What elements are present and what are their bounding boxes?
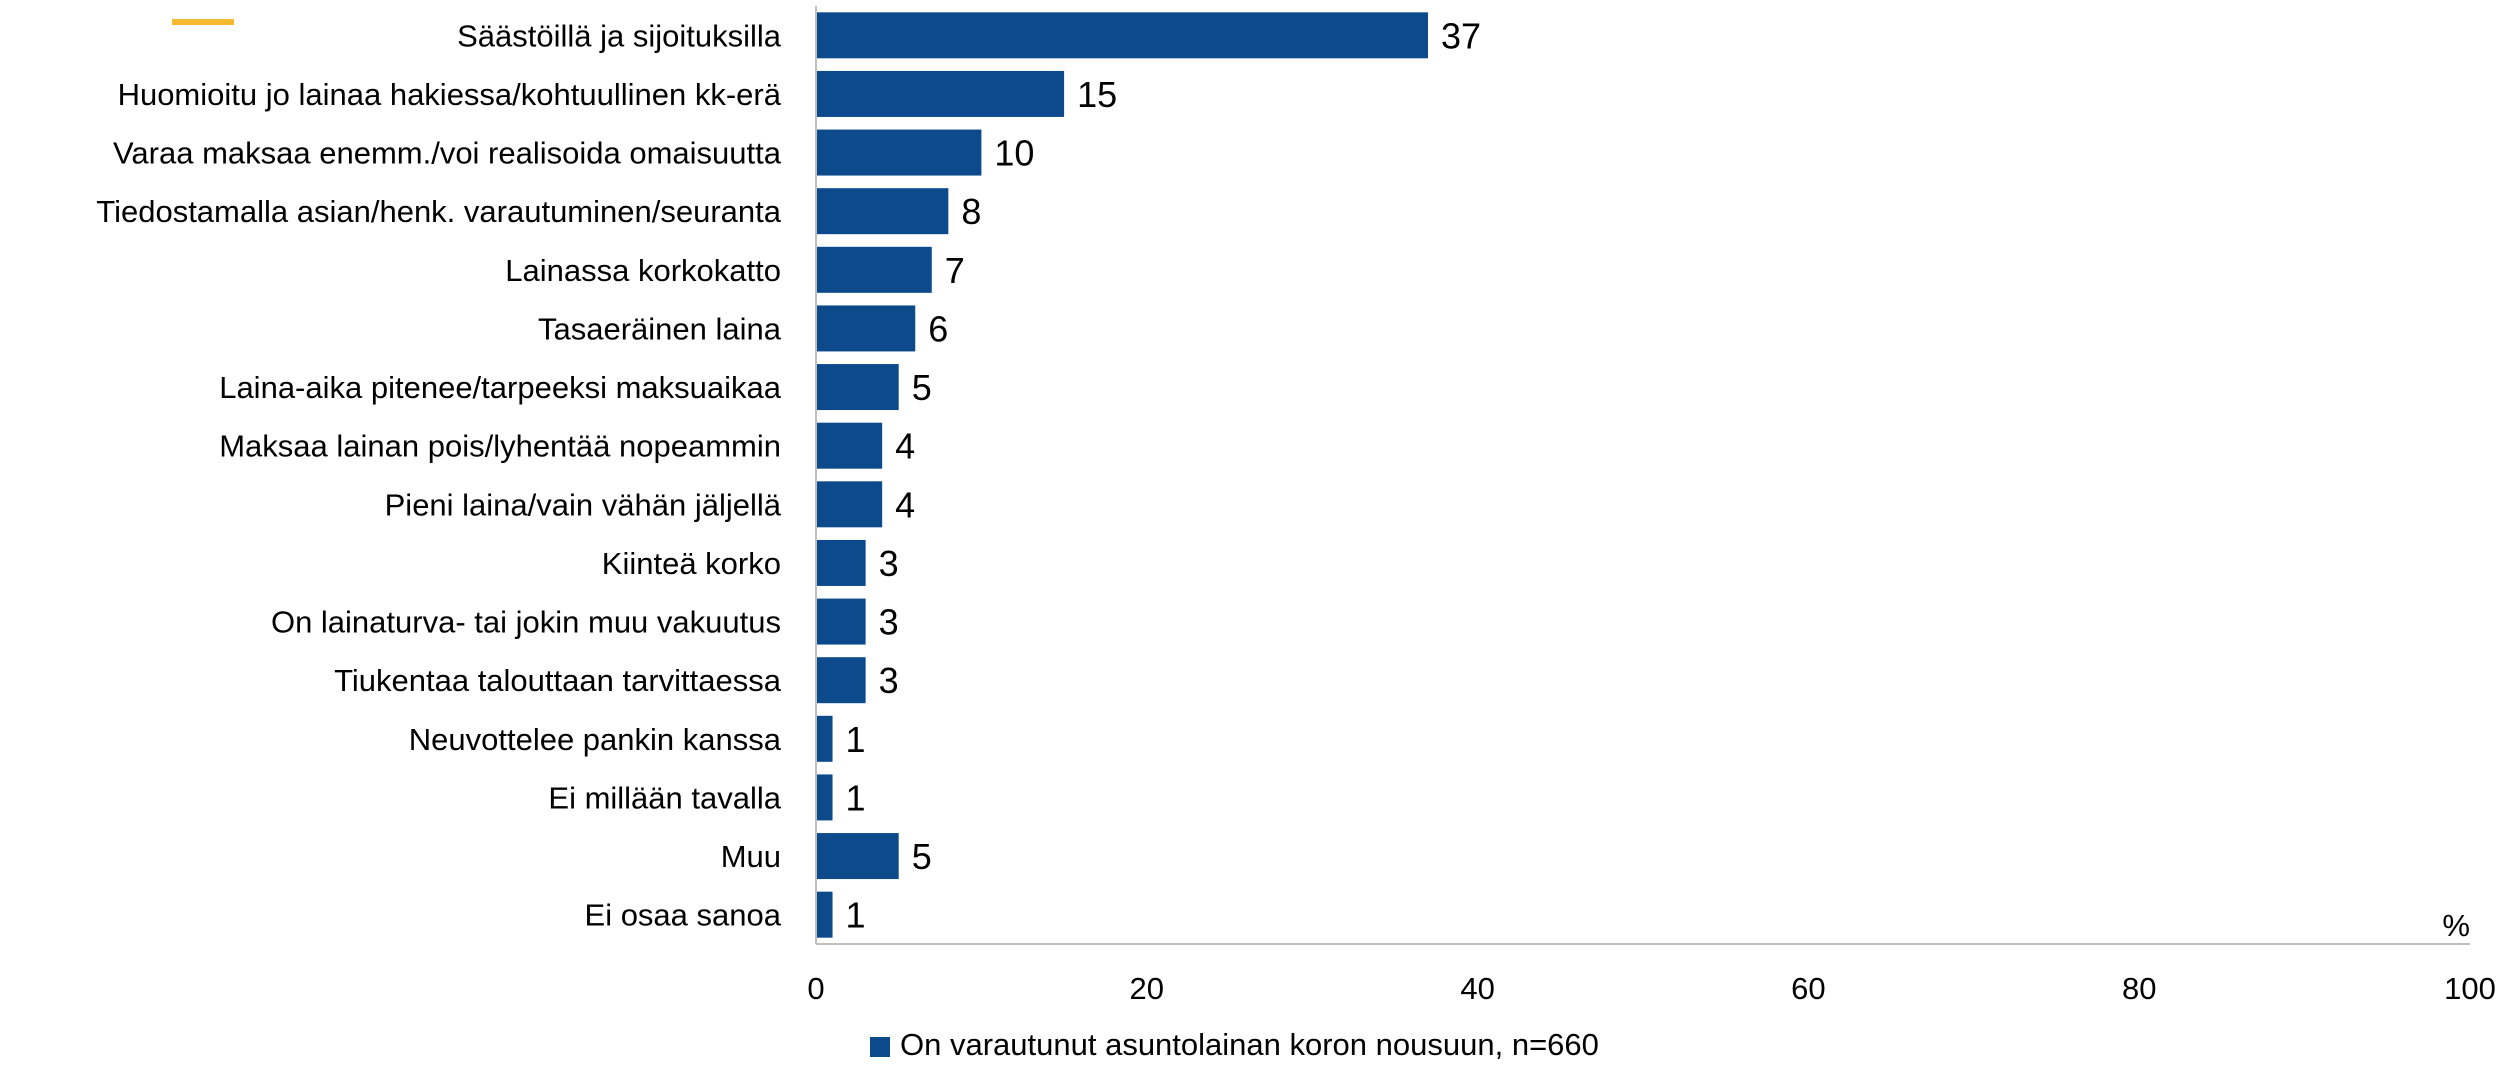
bar	[816, 774, 833, 821]
data-label: 6	[928, 308, 948, 349]
data-label: 1	[846, 777, 866, 818]
data-label: 5	[912, 367, 932, 408]
x-tick-label: 60	[1791, 971, 1825, 1006]
data-label: 3	[879, 660, 899, 701]
legend: On varautunut asuntolainan koron nousuun…	[870, 1027, 1599, 1062]
data-label: 10	[994, 133, 1034, 174]
x-tick-label: 0	[807, 971, 824, 1006]
data-label: 3	[879, 602, 899, 643]
category-label: Tasaeräinen laina	[538, 311, 782, 346]
category-label: Tiedostamalla asian/henk. varautuminen/s…	[96, 194, 781, 229]
bar	[816, 188, 949, 235]
data-label: 4	[895, 426, 915, 467]
x-tick-label: 80	[2122, 971, 2156, 1006]
data-label: 5	[912, 836, 932, 877]
data-label: 1	[846, 719, 866, 760]
bar	[816, 715, 833, 762]
bar	[816, 129, 982, 176]
category-label: Huomioitu jo lainaa hakiessa/kohtuulline…	[118, 77, 782, 112]
category-label: Ei osaa sanoa	[585, 898, 782, 933]
data-label: 1	[846, 895, 866, 936]
data-label: 37	[1441, 15, 1481, 56]
bar	[816, 598, 866, 645]
category-label: Maksaa lainan pois/lyhentää nopeammin	[219, 429, 781, 464]
bar	[816, 833, 899, 880]
category-label: Kiinteä korko	[602, 546, 781, 581]
data-label: 7	[945, 250, 965, 291]
x-tick-label: 100	[2444, 971, 2496, 1006]
bars-group	[816, 12, 1428, 938]
decorative-accent-line	[172, 19, 234, 25]
bar	[816, 70, 1065, 117]
category-labels: Säästöillä ja sijoituksilla Huomioitu jo …	[96, 18, 781, 932]
axes: 0 20 40 60 80 100%	[807, 6, 2496, 1006]
category-label: Tiukentaa talouttaan tarvittaessa	[334, 663, 782, 698]
category-label: On lainaturva- tai jokin muu vakuutus	[271, 605, 781, 640]
data-label: 15	[1077, 74, 1117, 115]
bar	[816, 481, 883, 528]
bar	[816, 305, 916, 352]
legend-label: On varautunut asuntolainan koron nousuun…	[900, 1027, 1599, 1062]
category-label: Muu	[721, 839, 781, 874]
bar	[816, 891, 833, 938]
legend-swatch	[870, 1037, 890, 1057]
bar	[816, 539, 866, 586]
x-tick-label: 40	[1460, 971, 1494, 1006]
bar	[816, 657, 866, 704]
bar	[816, 12, 1428, 59]
category-label: Ei millään tavalla	[548, 780, 781, 815]
x-axis-unit: %	[2442, 908, 2470, 943]
bar	[816, 422, 883, 469]
category-label: Lainassa korkokatto	[505, 253, 781, 288]
data-label: 4	[895, 484, 915, 525]
category-label: Varaa maksaa enemm./voi realisoida omais…	[113, 136, 782, 171]
x-tick-label: 20	[1130, 971, 1164, 1006]
category-label: Laina-aika pitenee/tarpeeksi maksuaikaa	[219, 370, 782, 405]
data-label: 8	[961, 191, 981, 232]
category-label: Säästöillä ja sijoituksilla	[457, 18, 782, 53]
bar	[816, 364, 899, 411]
bar	[816, 246, 932, 293]
category-label: Neuvottelee pankin kanssa	[409, 722, 782, 757]
data-label: 3	[879, 543, 899, 584]
category-label: Pieni laina/vain vähän jäljellä	[385, 487, 782, 522]
